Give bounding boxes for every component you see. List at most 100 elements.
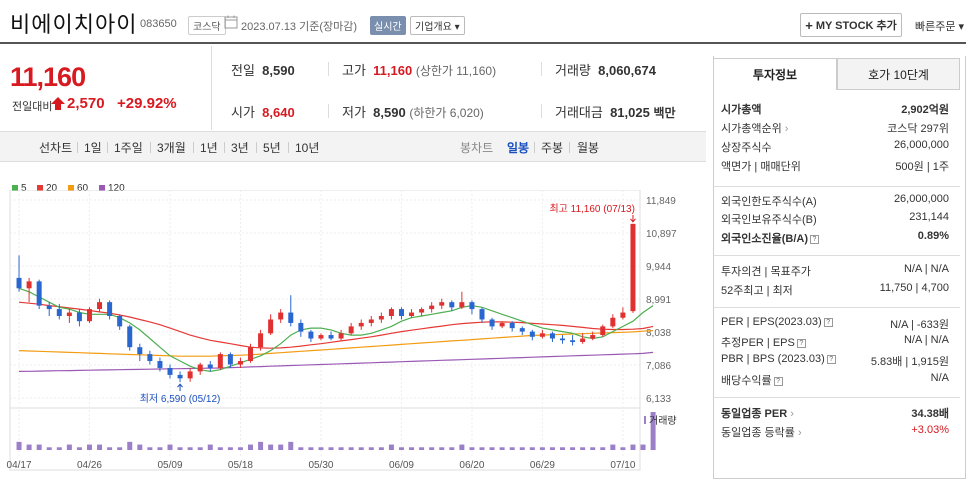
info-value: 500원 | 1주 bbox=[895, 161, 949, 173]
candle bbox=[167, 367, 173, 375]
volume-bar bbox=[157, 447, 163, 450]
info-label-text: PBR | BPS (2023.03) bbox=[721, 353, 825, 365]
period-5y[interactable]: 5년 bbox=[263, 141, 281, 155]
divider bbox=[328, 104, 329, 118]
chevron-right-icon[interactable]: › bbox=[794, 427, 802, 439]
info-label: 투자의견 | 목표주가 bbox=[721, 263, 811, 279]
period-3m[interactable]: 3개월 bbox=[157, 141, 186, 155]
volume-bar bbox=[328, 447, 334, 450]
candle bbox=[630, 223, 636, 312]
candle bbox=[248, 347, 254, 362]
volume-bar bbox=[439, 447, 445, 450]
info-value: 26,000,000 bbox=[893, 193, 949, 205]
info-label: 상장주식수 bbox=[721, 139, 772, 155]
y-tick-label: 8,991 bbox=[646, 295, 671, 306]
period-10y[interactable]: 10년 bbox=[295, 141, 320, 155]
price-change: 2,570 bbox=[67, 95, 105, 112]
volume-bar bbox=[469, 447, 475, 450]
up-arrow-icon bbox=[51, 97, 65, 110]
volume-bar bbox=[580, 447, 586, 450]
tab-investment-info[interactable]: 투자정보 bbox=[713, 58, 837, 90]
volume-bar bbox=[590, 447, 596, 450]
add-my-stock-button[interactable]: + MY STOCK 추가 bbox=[800, 13, 902, 37]
quick-order-button[interactable]: 빠른주문 ▾ bbox=[915, 21, 965, 33]
candle bbox=[499, 322, 505, 327]
period-1d[interactable]: 1일 bbox=[84, 141, 102, 155]
candle-chart-label[interactable]: 봉차트 bbox=[460, 141, 494, 155]
info-value: N/A | -633원 bbox=[890, 319, 949, 331]
ma60-line bbox=[18, 330, 654, 357]
help-icon[interactable]: ? bbox=[826, 354, 836, 364]
period-1y[interactable]: 1년 bbox=[200, 141, 218, 155]
stock-code: 083650 bbox=[140, 18, 177, 30]
tab-order-book[interactable]: 호가 10단계 bbox=[837, 58, 960, 90]
candle bbox=[117, 316, 123, 327]
info-label: 52주최고 | 최저 bbox=[721, 282, 793, 298]
realtime-button[interactable]: 실시간 bbox=[370, 16, 406, 35]
info-label-text: 상장주식수 bbox=[721, 142, 772, 154]
divider bbox=[541, 104, 542, 118]
candle bbox=[388, 309, 394, 317]
period-1w[interactable]: 1주일 bbox=[114, 141, 143, 155]
current-price: 11,160 bbox=[10, 62, 86, 92]
candle bbox=[197, 364, 203, 372]
info-label-text: PER | EPS(2023.03) bbox=[721, 316, 822, 328]
volume-bar bbox=[539, 447, 545, 450]
legend-swatch bbox=[68, 185, 74, 191]
down-arrow-icon bbox=[630, 214, 636, 223]
info-label-text: 액면가 | 매매단위 bbox=[721, 161, 801, 173]
candle bbox=[348, 326, 354, 334]
stock-chart[interactable]: 11,849 10,897 9,944 8,991 8,038 7,086 6,133 04/… bbox=[0, 190, 706, 479]
volume-bar bbox=[137, 444, 143, 450]
help-icon[interactable]: ? bbox=[823, 317, 833, 327]
volume-bar bbox=[86, 444, 92, 450]
volume-bar bbox=[368, 447, 374, 450]
info-label: 외국인소진율(B/A)? bbox=[721, 230, 819, 246]
weekly-candle-tab[interactable]: 주봉 bbox=[541, 141, 564, 155]
chevron-right-icon[interactable]: › bbox=[781, 123, 789, 135]
divider bbox=[713, 255, 960, 256]
info-row: 시가총액 2,902억원 bbox=[721, 101, 949, 117]
period-3y[interactable]: 3년 bbox=[231, 141, 249, 155]
candle bbox=[419, 309, 425, 313]
company-overview-button[interactable]: 기업개요 ▾ bbox=[410, 16, 465, 35]
monthly-candle-tab[interactable]: 월봉 bbox=[577, 141, 600, 155]
volume-legend-swatch bbox=[644, 416, 646, 424]
ma5-line bbox=[18, 287, 654, 373]
low-price: 저가 8,590 (하한가 6,020) bbox=[342, 105, 484, 120]
volume-bar bbox=[378, 447, 384, 450]
info-label: 배당수익률? bbox=[721, 372, 783, 388]
price-summary bbox=[0, 46, 212, 130]
y-tick-label: 9,944 bbox=[646, 262, 671, 273]
info-value: 0.89% bbox=[917, 230, 949, 242]
info-row: 동일업종 등락률 › +3.03% bbox=[721, 424, 949, 440]
volume-bar bbox=[197, 447, 203, 450]
info-value: 2,902억원 bbox=[901, 104, 949, 116]
volume-bar bbox=[298, 447, 304, 450]
volume-bar bbox=[348, 447, 354, 450]
candle bbox=[227, 354, 233, 365]
info-label: 동일업종 PER › bbox=[721, 405, 794, 421]
volume-bar bbox=[519, 447, 525, 450]
daily-candle-tab[interactable]: 일봉 bbox=[507, 141, 530, 155]
volume-bar bbox=[117, 447, 123, 450]
info-row: PBR | BPS (2023.03)? 5.83배 | 1,915원 bbox=[721, 353, 949, 369]
candle bbox=[76, 312, 82, 322]
candle bbox=[258, 333, 264, 348]
period-line-chart[interactable]: 선차트 bbox=[39, 141, 73, 155]
divider bbox=[328, 62, 329, 76]
help-icon[interactable]: ? bbox=[796, 338, 806, 348]
volume-bar bbox=[489, 447, 495, 450]
info-row: 외국인한도주식수(A) 26,000,000 bbox=[721, 193, 949, 209]
chevron-right-icon[interactable]: › bbox=[787, 408, 794, 420]
chevron-down-icon: ▾ bbox=[454, 22, 460, 33]
market-badge: 코스닥 bbox=[188, 16, 226, 35]
help-icon[interactable]: ? bbox=[810, 234, 819, 244]
volume-bar bbox=[258, 441, 264, 450]
help-icon[interactable]: ? bbox=[773, 376, 783, 386]
x-tick-label: 07/10 bbox=[610, 460, 635, 471]
candle bbox=[187, 371, 193, 379]
volume-bar bbox=[127, 441, 133, 450]
divider bbox=[713, 397, 960, 398]
candle bbox=[439, 302, 445, 306]
